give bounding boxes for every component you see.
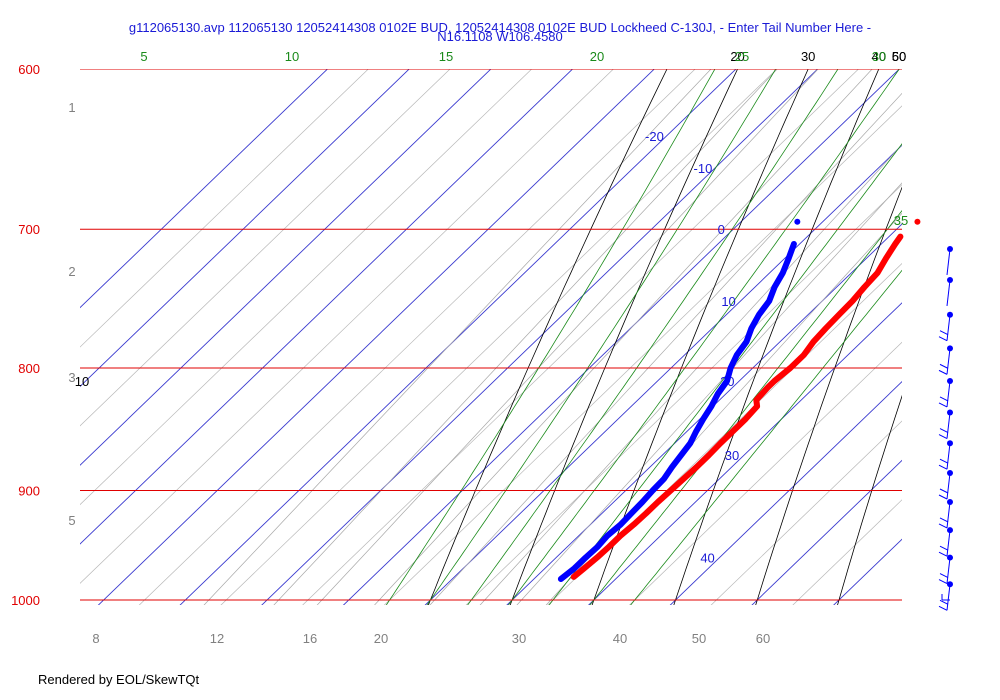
wind-barb (939, 581, 953, 610)
wind-barb (939, 440, 953, 469)
mixing-ratio-bottom-label: 50 (692, 631, 706, 646)
moist-adiabat-label: 30 (872, 49, 886, 64)
pressure-label: 1000 (11, 593, 40, 608)
isotherm-line (306, 0, 973, 641)
mixing-ratio-bottom-label: 20 (374, 631, 388, 646)
moist-adiabat-line (586, 0, 1000, 661)
moist-adiabat-label: 35 (894, 213, 908, 228)
isotherm-label: 40 (700, 551, 714, 566)
wind-barb (939, 555, 953, 584)
wind-barb (939, 527, 953, 556)
pressure-label: 800 (18, 361, 40, 376)
moist-adiabat-label: 20 (590, 49, 604, 64)
mixing-ratio-line (484, 0, 1000, 641)
diagram-grid (0, 0, 1000, 661)
dewpoint-trace (561, 244, 794, 579)
isotherm-line (143, 0, 810, 641)
moist-adiabat-label: 15 (439, 49, 453, 64)
wind-barb (939, 499, 953, 528)
moist-adiabat-line (349, 0, 760, 661)
mixing-ratio-line (341, 0, 939, 641)
isotherm-line (633, 0, 1000, 641)
dewpoint-point (794, 219, 800, 225)
isotherm-line (797, 0, 1000, 641)
minor-isotherm-line (0, 0, 606, 641)
pressure-label: 600 (18, 62, 40, 77)
minor-isotherm-line (184, 0, 851, 641)
minor-isotherm-line (0, 0, 524, 641)
mixing-ratio-label: 1 (68, 100, 75, 115)
isotherm-line (0, 0, 647, 641)
dry-adiabat-line (656, 0, 910, 661)
mixing-ratio-bottom-label: 40 (613, 631, 627, 646)
wind-barb (947, 246, 953, 275)
dry-adiabat-line (739, 0, 979, 661)
wind-barb (947, 277, 953, 306)
mixing-ratio-label: 2 (68, 264, 75, 279)
render-credit: Rendered by EOL/SkewTQt (38, 672, 199, 687)
isotherm-label: 30 (725, 448, 739, 463)
wind-barb (939, 312, 953, 341)
mixing-ratio-bottom-label: 16 (303, 631, 317, 646)
minor-isotherm-line (429, 0, 1000, 641)
wind-barbs (939, 246, 953, 610)
chart-title-line2: N16.1108 W106.4580 (437, 29, 563, 44)
wind-barb (939, 345, 953, 374)
mixing-ratio-bottom-label: 30 (512, 631, 526, 646)
moist-adiabat-label: 10 (285, 49, 299, 64)
dry-adiabat-line (407, 0, 703, 661)
minor-isotherm-line (21, 0, 688, 641)
temperature-point (914, 219, 920, 225)
wind-barb (939, 470, 953, 499)
isotherm-line (225, 0, 892, 641)
pressure-label: 700 (18, 222, 40, 237)
mixing-ratio-bottom-label: 12 (210, 631, 224, 646)
moist-adiabat-label: 5 (140, 49, 147, 64)
moist-adiabat-line (388, 0, 823, 661)
isotherm-label: 0 (718, 222, 725, 237)
isotherm-line (0, 0, 402, 641)
minor-isotherm-line (347, 0, 1000, 641)
mixing-ratio-line (448, 0, 1000, 641)
isotherm-line (0, 0, 484, 641)
mixing-ratio-bottom-label: 60 (756, 631, 770, 646)
moist-adiabat-label: 25 (735, 49, 749, 64)
mixing-ratio-bottom-label: 8 (92, 631, 99, 646)
isotherm-label: -10 (694, 161, 713, 176)
mixing-ratio-label: 5 (68, 513, 75, 528)
isotherm-label: -20 (645, 129, 664, 144)
isotherm-line (61, 0, 728, 641)
dry-adiabat-label: 30 (801, 49, 815, 64)
wind-barb (939, 378, 953, 407)
dry-adiabat-label: 10 (75, 374, 89, 389)
minor-isotherm-line (0, 0, 443, 641)
isotherm-label: 10 (721, 294, 735, 309)
mixing-ratio-line (284, 0, 886, 641)
wind-barb (939, 410, 953, 439)
isotherm-line (0, 0, 565, 641)
dry-adiabat-label: 60 (892, 49, 906, 64)
mixing-ratio-label: 3 (68, 370, 75, 385)
pressure-label: 900 (18, 483, 40, 498)
